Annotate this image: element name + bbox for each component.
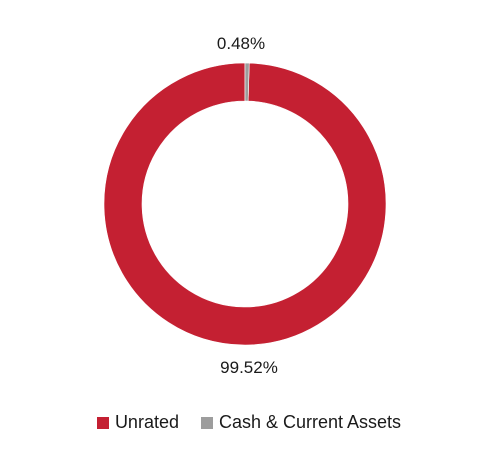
legend-label-unrated: Unrated <box>114 412 179 432</box>
slice-unrated <box>103 62 387 346</box>
legend: Unrated Cash & Current Assets <box>0 412 498 433</box>
donut-slices <box>103 62 387 346</box>
legend-label-cash-current-assets: Cash & Current Assets <box>218 412 402 432</box>
slice-cash-current-assets <box>244 62 250 102</box>
data-label-unrated: 99.52% <box>220 358 278 377</box>
legend-swatch-cash-current-assets <box>200 416 213 429</box>
legend-item-cash-current-assets: Cash & Current Assets <box>200 412 402 433</box>
legend-item-unrated: Unrated <box>96 412 179 433</box>
data-label-cash-current-assets: 0.48% <box>217 34 265 53</box>
donut-chart: 0.48% 99.52% <box>103 34 387 377</box>
legend-swatch-unrated <box>96 416 109 429</box>
